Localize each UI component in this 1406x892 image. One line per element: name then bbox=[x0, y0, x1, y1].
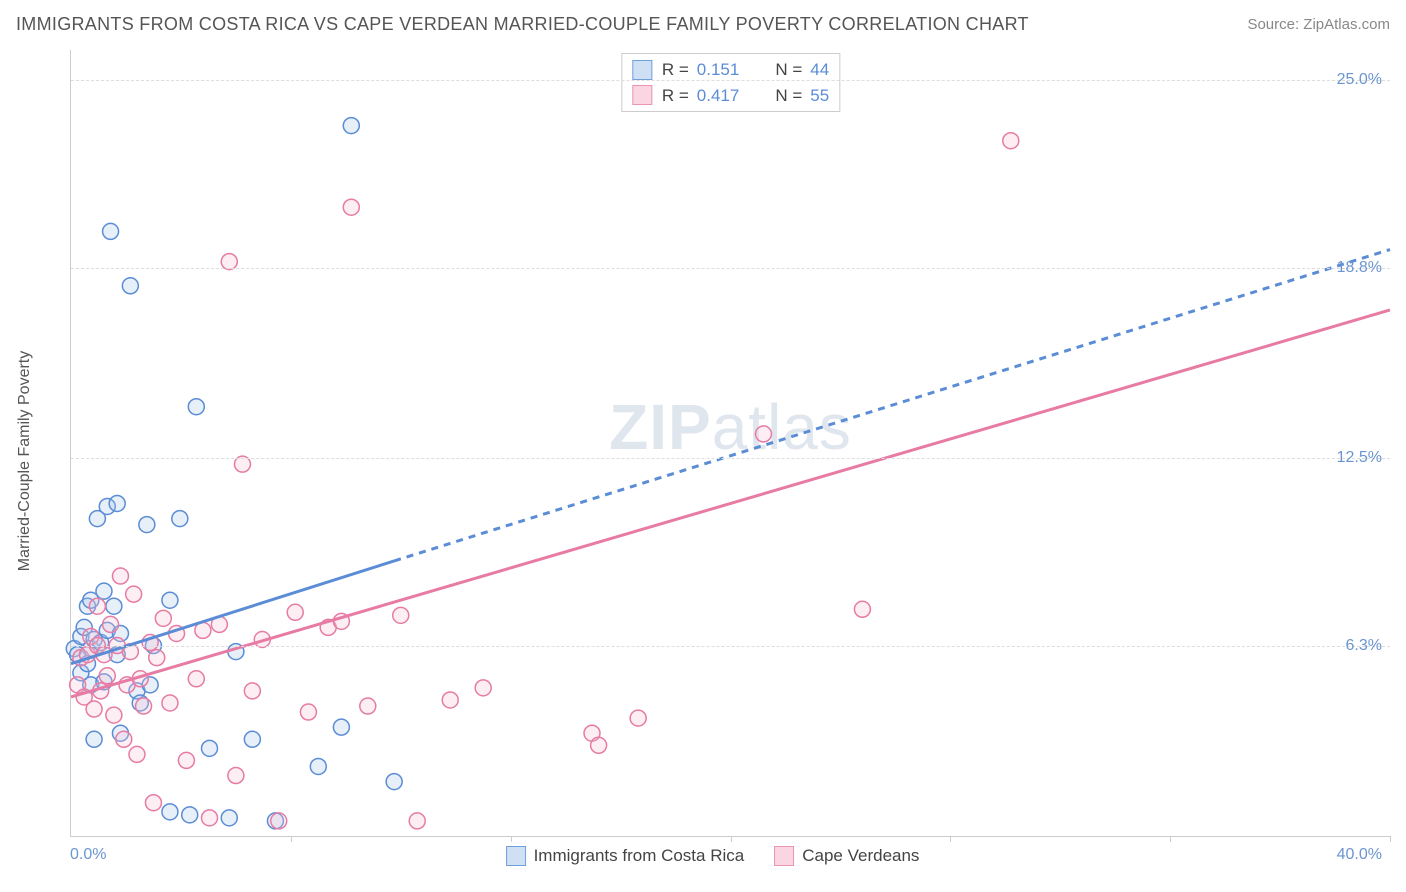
scatter-point bbox=[155, 610, 171, 626]
scatter-point bbox=[182, 807, 198, 823]
scatter-point bbox=[343, 118, 359, 134]
x-tick bbox=[1170, 836, 1171, 842]
x-tick bbox=[511, 836, 512, 842]
scatter-point bbox=[591, 737, 607, 753]
scatter-point bbox=[162, 804, 178, 820]
stat-r-value: 0.417 bbox=[697, 83, 740, 109]
stat-r-label: R = bbox=[662, 83, 689, 109]
scatter-point bbox=[145, 795, 161, 811]
scatter-point bbox=[386, 774, 402, 790]
legend: Immigrants from Costa Rica Cape Verdeans bbox=[506, 846, 920, 866]
y-tick-label: 12.5% bbox=[1337, 449, 1382, 467]
x-tick bbox=[1390, 836, 1391, 842]
scatter-point bbox=[139, 517, 155, 533]
scatter-point bbox=[310, 758, 326, 774]
scatter-point bbox=[287, 604, 303, 620]
scatter-point bbox=[1003, 133, 1019, 149]
source-label: Source: ZipAtlas.com bbox=[1247, 16, 1390, 33]
scatter-point bbox=[409, 813, 425, 829]
scatter-point bbox=[106, 598, 122, 614]
gridline bbox=[71, 646, 1390, 647]
scatter-point bbox=[112, 568, 128, 584]
stats-row: R = 0.417 N = 55 bbox=[632, 83, 829, 109]
scatter-point bbox=[172, 511, 188, 527]
stat-n-value: 44 bbox=[810, 57, 829, 83]
scatter-point bbox=[221, 810, 237, 826]
legend-label: Immigrants from Costa Rica bbox=[534, 846, 745, 866]
series-swatch bbox=[774, 846, 794, 866]
scatter-point bbox=[122, 278, 138, 294]
y-axis-title: Married-Couple Family Poverty bbox=[16, 351, 34, 572]
y-tick-label: 18.8% bbox=[1337, 259, 1382, 277]
scatter-point bbox=[149, 650, 165, 666]
chart-title: IMMIGRANTS FROM COSTA RICA VS CAPE VERDE… bbox=[16, 14, 1029, 35]
scatter-point bbox=[129, 746, 145, 762]
scatter-point bbox=[755, 426, 771, 442]
scatter-point bbox=[162, 695, 178, 711]
scatter-point bbox=[106, 707, 122, 723]
gridline bbox=[71, 458, 1390, 459]
trendline bbox=[71, 310, 1390, 697]
legend-item: Immigrants from Costa Rica bbox=[506, 846, 745, 866]
x-tick bbox=[731, 836, 732, 842]
stat-r-label: R = bbox=[662, 57, 689, 83]
stat-r-value: 0.151 bbox=[697, 57, 740, 83]
scatter-point bbox=[360, 698, 376, 714]
scatter-point bbox=[188, 671, 204, 687]
x-tick bbox=[950, 836, 951, 842]
chart-container: Married-Couple Family Poverty ZIPatlas R… bbox=[35, 50, 1390, 872]
scatter-point bbox=[343, 199, 359, 215]
y-tick-label: 6.3% bbox=[1346, 637, 1382, 655]
legend-label: Cape Verdeans bbox=[802, 846, 919, 866]
gridline bbox=[71, 80, 1390, 81]
scatter-point bbox=[86, 731, 102, 747]
scatter-point bbox=[393, 607, 409, 623]
scatter-point bbox=[103, 223, 119, 239]
scatter-point bbox=[162, 592, 178, 608]
scatter-point bbox=[188, 399, 204, 415]
scatter-point bbox=[99, 668, 115, 684]
stat-n-value: 55 bbox=[810, 83, 829, 109]
scatter-point bbox=[89, 598, 105, 614]
scatter-point bbox=[228, 768, 244, 784]
header: IMMIGRANTS FROM COSTA RICA VS CAPE VERDE… bbox=[16, 14, 1390, 35]
series-swatch bbox=[506, 846, 526, 866]
gridline bbox=[71, 268, 1390, 269]
scatter-point bbox=[244, 731, 260, 747]
correlation-stats-box: R = 0.151 N = 44 R = 0.417 N = 55 bbox=[621, 53, 840, 112]
x-tick bbox=[291, 836, 292, 842]
scatter-point bbox=[244, 683, 260, 699]
x-axis-max-label: 40.0% bbox=[1337, 846, 1382, 864]
scatter-point bbox=[136, 698, 152, 714]
trendline-extrapolated bbox=[394, 250, 1390, 561]
scatter-point bbox=[126, 586, 142, 602]
scatter-point bbox=[96, 583, 112, 599]
stat-n-label: N = bbox=[775, 57, 802, 83]
scatter-point bbox=[201, 810, 217, 826]
plot-area: ZIPatlas R =0.151N =44R =0.417N =55 6.3%… bbox=[70, 50, 1390, 837]
series-swatch bbox=[632, 85, 652, 105]
stat-n-label: N = bbox=[775, 83, 802, 109]
scatter-point bbox=[475, 680, 491, 696]
scatter-point bbox=[109, 495, 125, 511]
scatter-point bbox=[854, 601, 870, 617]
scatter-plot-svg bbox=[71, 50, 1390, 836]
scatter-point bbox=[271, 813, 287, 829]
scatter-point bbox=[116, 731, 132, 747]
scatter-point bbox=[300, 704, 316, 720]
scatter-point bbox=[201, 740, 217, 756]
scatter-point bbox=[178, 752, 194, 768]
scatter-point bbox=[630, 710, 646, 726]
series-swatch bbox=[632, 60, 652, 80]
scatter-point bbox=[86, 701, 102, 717]
scatter-point bbox=[103, 616, 119, 632]
legend-item: Cape Verdeans bbox=[774, 846, 919, 866]
scatter-point bbox=[442, 692, 458, 708]
stats-row: R = 0.151 N = 44 bbox=[632, 57, 829, 83]
y-tick-label: 25.0% bbox=[1337, 71, 1382, 89]
scatter-point bbox=[333, 719, 349, 735]
x-axis-min-label: 0.0% bbox=[70, 846, 106, 864]
